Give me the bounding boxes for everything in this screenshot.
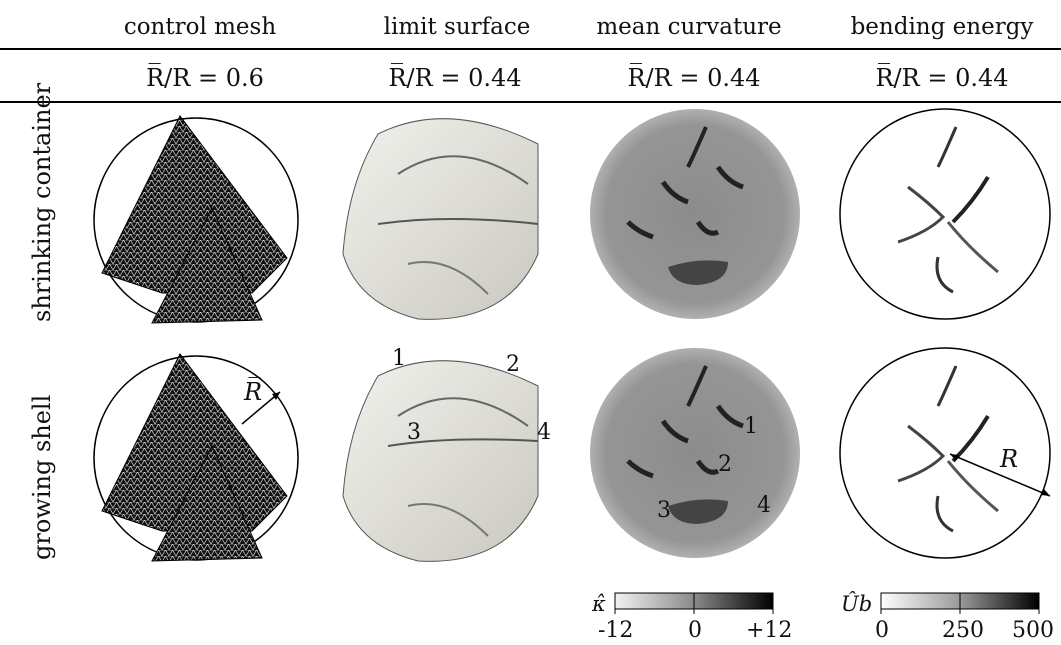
limit-surface-top — [342, 118, 539, 320]
kappa-tick-min: -12 — [598, 618, 634, 643]
control-mesh-top — [93, 115, 299, 324]
mean-curvature-bottom — [590, 348, 800, 558]
control-mesh-bottom — [93, 353, 299, 562]
kappa-tick-mid: 0 — [688, 618, 702, 643]
r-annotation: R — [1000, 445, 1019, 473]
curv-point-2: 2 — [718, 452, 732, 477]
kappa-tick-max: +12 — [746, 618, 793, 643]
ub-tick-max: 500 — [1012, 618, 1054, 643]
ub-tick-min: 0 — [875, 618, 889, 643]
ub-colorbar-label: Ûb — [841, 592, 873, 616]
kappa-colorbar-label: κ̂ — [592, 592, 606, 616]
row-label-growing: growing shell — [28, 394, 56, 560]
kappa-colorbar — [614, 592, 774, 614]
curv-point-3: 3 — [657, 498, 671, 523]
mid-rule — [0, 101, 1061, 103]
ratio-mesh: R̅/R = 0.6 — [146, 64, 264, 92]
col-header-control-mesh: control mesh — [123, 14, 277, 40]
limit-point-1: 1 — [392, 346, 406, 371]
ratio-curv: R̅/R = 0.44 — [627, 64, 761, 92]
ratio-energy: R̅/R = 0.44 — [875, 64, 1009, 92]
ub-colorbar — [880, 592, 1040, 614]
bending-energy-top — [839, 108, 1051, 320]
limit-point-4: 4 — [537, 420, 551, 445]
top-rule — [0, 48, 1061, 50]
limit-point-3: 3 — [407, 420, 421, 445]
row-label-shrinking: shrinking container — [28, 82, 56, 322]
col-header-limit-surface: limit surface — [383, 14, 531, 40]
ratio-limit: R̅/R = 0.44 — [388, 64, 522, 92]
curv-point-1: 1 — [744, 414, 758, 439]
limit-point-2: 2 — [506, 352, 520, 377]
col-header-mean-curvature: mean curvature — [596, 14, 782, 40]
mean-curvature-top — [590, 109, 800, 319]
col-header-bending-energy: bending energy — [850, 14, 1034, 40]
rbar-annotation: R̅ — [244, 378, 263, 406]
bending-energy-bottom — [839, 347, 1051, 559]
limit-surface-bottom — [342, 360, 539, 562]
curv-point-4: 4 — [757, 493, 771, 518]
ub-tick-mid: 250 — [942, 618, 984, 643]
